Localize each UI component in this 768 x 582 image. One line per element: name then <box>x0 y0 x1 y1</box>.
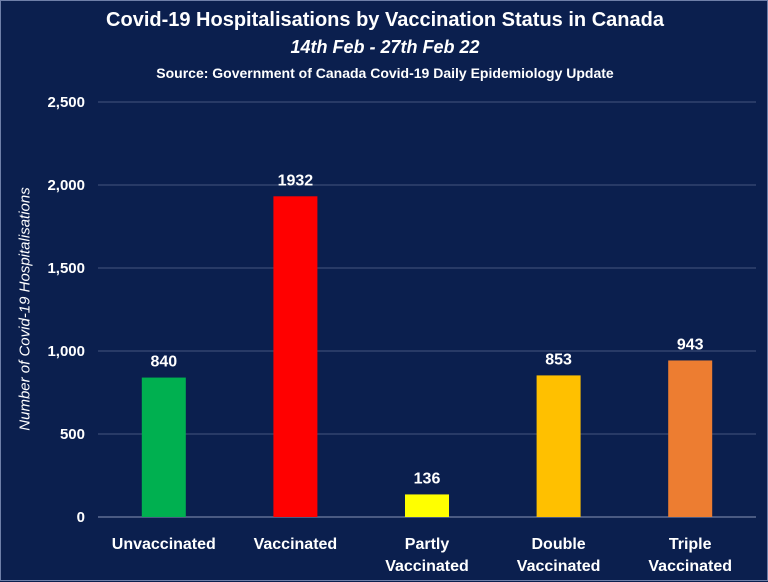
x-tick-label: Partly Vaccinated <box>385 536 469 575</box>
chart-title: Covid-19 Hospitalisations by Vaccination… <box>106 9 664 31</box>
chart-subtitle: 14th Feb - 27th Feb 22 <box>290 37 480 57</box>
data-label: 840 <box>150 354 177 371</box>
x-tick-label: Unvaccinated <box>112 536 216 553</box>
data-label: 1932 <box>278 172 314 189</box>
data-label: 853 <box>545 351 572 368</box>
y-tick-label: 2,000 <box>47 177 85 194</box>
y-tick-label: 2,500 <box>47 94 85 111</box>
data-label: 943 <box>677 336 704 353</box>
bar <box>141 377 186 517</box>
x-tick-label: Double Vaccinated <box>517 536 601 575</box>
data-label: 136 <box>414 470 441 487</box>
bar <box>273 196 318 517</box>
bar <box>536 375 581 517</box>
chart-source: Source: Government of Canada Covid-19 Da… <box>156 65 614 81</box>
y-tick-label: 1,500 <box>47 260 85 277</box>
bar <box>668 360 713 517</box>
y-tick-label: 1,000 <box>47 343 85 360</box>
y-tick-label: 500 <box>60 426 85 443</box>
bar <box>405 494 449 517</box>
y-tick-label: 0 <box>77 509 85 526</box>
x-tick-label: Triple Vaccinated <box>648 536 732 575</box>
x-tick-label: Vaccinated <box>254 536 338 553</box>
